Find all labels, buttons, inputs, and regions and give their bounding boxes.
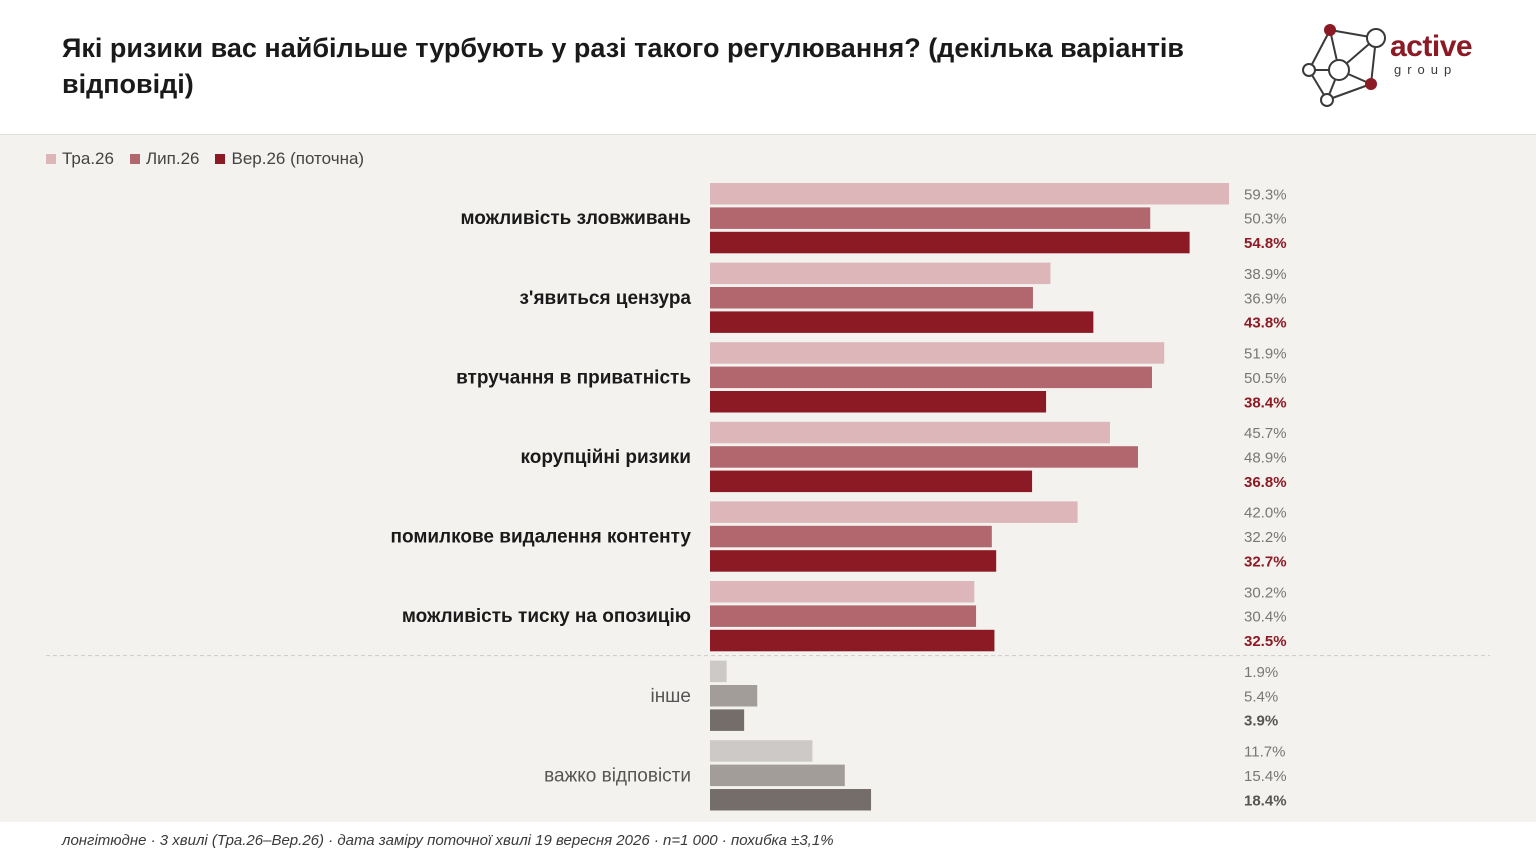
value-label: 15.4%: [1244, 768, 1287, 785]
legend-swatch-july: [129, 154, 140, 164]
category-label: з'явиться цензура: [519, 288, 691, 309]
bar: [710, 629, 995, 652]
chart-title: Які ризики вас найбільше турбують у разі…: [62, 33, 1185, 99]
bar: [710, 446, 1138, 468]
bar: [710, 231, 1190, 254]
header: Які ризики вас найбільше турбують у разі…: [0, 0, 1536, 135]
bar: [710, 421, 1110, 444]
bar: [710, 311, 1094, 333]
value-label: 43.8%: [1244, 315, 1287, 332]
value-label: 50.5%: [1244, 370, 1287, 387]
value-label: 50.3%: [1244, 211, 1287, 228]
value-label: 59.3%: [1244, 186, 1287, 203]
value-label: 36.9%: [1244, 290, 1287, 307]
legend-swatch-september: [215, 154, 226, 164]
logo-subtitle: group: [1394, 62, 1458, 77]
value-label: 32.5%: [1244, 633, 1287, 650]
bar: [710, 550, 997, 572]
legend-label-may: Тра.26: [62, 149, 114, 168]
bar-chart: можливість зловживань 59.3% 50.3% 54.8% з'яв…: [46, 183, 1490, 811]
legend-label-july: Лип.26: [145, 149, 200, 168]
bar: [710, 501, 1078, 523]
network-logo-icon: [1302, 24, 1386, 107]
bar: [710, 525, 992, 548]
legend-label-september: Вер.26 (поточна): [231, 149, 365, 168]
value-label: 48.9%: [1244, 449, 1287, 466]
bar: [710, 581, 975, 603]
value-label: 42.0%: [1244, 505, 1287, 522]
value-label: 30.2%: [1244, 584, 1287, 601]
legend-item-september: Вер.26 (поточна): [215, 149, 364, 169]
value-label: 30.4%: [1244, 609, 1287, 626]
bar: [710, 605, 977, 627]
footer: лонгітюдне · 3 хвилі (Тра.26–Вер.26) · д…: [0, 822, 1536, 865]
bar: [710, 391, 1047, 413]
category-label: інше: [650, 686, 691, 707]
active-group-logo: active group: [1298, 20, 1488, 112]
value-label: 36.8%: [1244, 474, 1287, 491]
legend-item-may: Тра.26: [46, 149, 114, 169]
bar: [710, 287, 1033, 309]
category-label: помилкове видалення контенту: [390, 527, 691, 548]
legend-swatch-may: [46, 154, 56, 164]
value-label: 54.8%: [1244, 235, 1287, 252]
category-label: можливість зловживань: [460, 208, 691, 229]
value-label: 38.9%: [1244, 266, 1287, 283]
legend-item-july: Лип.26: [129, 149, 200, 169]
bar: [710, 789, 872, 811]
bar: [710, 764, 845, 787]
bar: [710, 342, 1165, 364]
value-label: 1.9%: [1244, 664, 1278, 681]
bar: [710, 366, 1152, 389]
value-label: 5.4%: [1244, 688, 1278, 705]
bar: [710, 740, 813, 762]
bar: [710, 207, 1151, 229]
bar: [710, 709, 745, 731]
logo-wordmark: active: [1390, 30, 1473, 63]
value-label: 32.7%: [1244, 553, 1287, 570]
value-label: 18.4%: [1244, 792, 1287, 809]
value-label: 38.4%: [1244, 394, 1287, 411]
value-label: 3.9%: [1244, 713, 1278, 730]
value-label: 51.9%: [1244, 345, 1287, 362]
bar: [710, 660, 727, 683]
bar: [710, 685, 758, 707]
chart-legend: Тра.26 Лип.26 Вер.26 (поточна): [46, 148, 364, 170]
value-label: 32.2%: [1244, 529, 1287, 546]
category-label: корупційні ризики: [520, 447, 691, 468]
footnote: лонгітюдне · 3 хвилі (Тра.26–Вер.26) · д…: [62, 832, 834, 849]
value-label: 45.7%: [1244, 425, 1287, 442]
category-label: можливість тиску на опозицію: [402, 606, 691, 627]
bar: [710, 262, 1051, 285]
bar: [710, 470, 1033, 493]
category-label: важко відповісти: [544, 765, 691, 786]
category-label: втручання в приватність: [456, 367, 691, 388]
bar: [710, 183, 1229, 205]
value-label: 11.7%: [1244, 743, 1285, 760]
